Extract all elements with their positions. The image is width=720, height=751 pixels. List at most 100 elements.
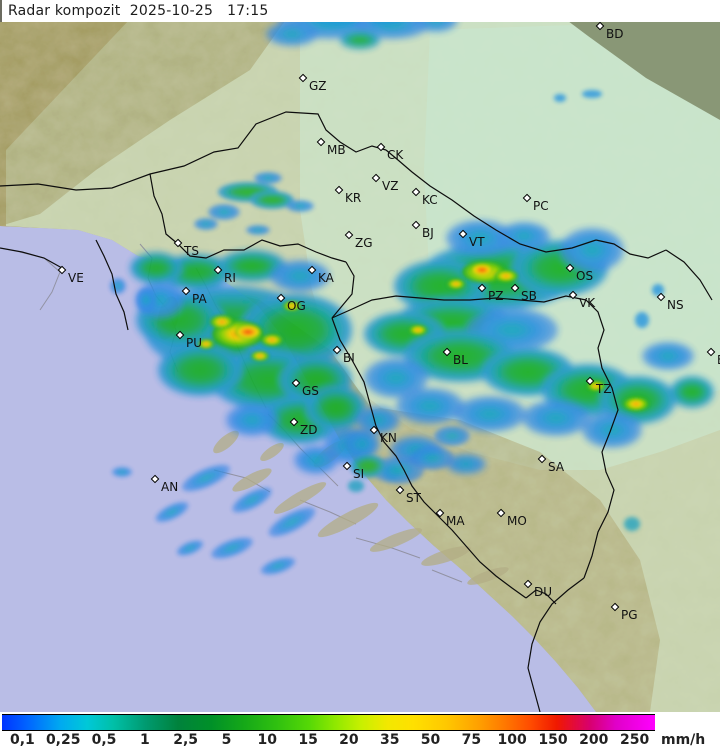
city-marker: KC bbox=[411, 187, 438, 207]
radar-map[interactable]: BD GZ MB CK VZ KR KC PC ZG BJ TS VT RI KA VE OS PA OG PZ SB… bbox=[0, 0, 720, 712]
city-label: OS bbox=[576, 269, 593, 283]
city-marker: BJ bbox=[411, 220, 434, 240]
city-diamond-icon bbox=[291, 378, 301, 388]
city-marker: MA bbox=[435, 508, 465, 528]
legend-tick-15: 250 bbox=[619, 732, 650, 748]
city-label: GZ bbox=[309, 79, 327, 93]
city-label: MB bbox=[327, 143, 346, 157]
city-label: PC bbox=[533, 199, 549, 213]
legend-unit: mm/h bbox=[661, 732, 706, 748]
city-marker: ZG bbox=[344, 230, 373, 250]
city-diamond-icon bbox=[411, 187, 421, 197]
city-diamond-icon bbox=[523, 579, 533, 589]
city-marker: PG bbox=[610, 602, 638, 622]
city-diamond-icon bbox=[213, 265, 223, 275]
city-marker: BG bbox=[706, 347, 720, 367]
city-label: PZ bbox=[488, 289, 503, 303]
city-label: BJ bbox=[422, 226, 434, 240]
city-diamond-icon bbox=[442, 347, 452, 357]
city-label: VE bbox=[68, 271, 84, 285]
city-diamond-icon bbox=[435, 508, 445, 518]
city-label: SI bbox=[353, 467, 364, 481]
legend-tick-14: 200 bbox=[579, 732, 609, 748]
city-diamond-icon bbox=[496, 508, 506, 518]
legend-tick-2: 0,5 bbox=[91, 732, 117, 748]
city-markers: BD GZ MB CK VZ KR KC PC ZG BJ TS VT RI KA VE OS PA OG PZ SB… bbox=[57, 21, 720, 622]
highland-ne bbox=[540, 0, 720, 120]
city-diamond-icon bbox=[537, 454, 547, 464]
city-label: PA bbox=[192, 292, 207, 306]
city-marker: DU bbox=[523, 579, 552, 599]
legend-tick-3: 1 bbox=[139, 732, 150, 748]
city-diamond-icon bbox=[510, 283, 520, 293]
city-marker: RI bbox=[213, 265, 236, 285]
city-diamond-icon bbox=[298, 73, 308, 83]
city-label: BL bbox=[453, 353, 468, 367]
city-label: VK bbox=[579, 296, 596, 310]
city-label: GS bbox=[302, 384, 319, 398]
legend-tick-5: 5 bbox=[221, 732, 232, 748]
city-marker: OG bbox=[276, 293, 306, 313]
city-diamond-icon bbox=[344, 230, 354, 240]
city-label: VT bbox=[469, 235, 485, 249]
city-label: TS bbox=[183, 244, 199, 258]
map-canvas: BD GZ MB CK VZ KR KC PC ZG BJ TS VT RI KA VE OS PA OG PZ SB… bbox=[0, 0, 720, 712]
city-diamond-icon bbox=[376, 142, 386, 152]
country-borders bbox=[0, 111, 713, 712]
city-label: BI bbox=[343, 351, 355, 365]
city-diamond-icon bbox=[610, 602, 620, 612]
city-marker: VT bbox=[458, 229, 485, 249]
legend-tick-11: 75 bbox=[461, 732, 482, 748]
city-diamond-icon bbox=[411, 220, 421, 230]
color-scale-tick-labels: 0,1 0,25 0,5 1 2,5 5 10 15 20 35 50 75 100 150 200 250 m… bbox=[0, 732, 720, 751]
city-label: KA bbox=[318, 271, 335, 285]
city-label: KC bbox=[422, 193, 438, 207]
city-label: BD bbox=[606, 27, 623, 41]
city-marker: MO bbox=[496, 508, 527, 528]
legend-tick-12: 100 bbox=[497, 732, 527, 748]
city-diamond-icon bbox=[307, 265, 317, 275]
city-label: VZ bbox=[382, 179, 398, 193]
legend-tick-4: 2,5 bbox=[173, 732, 199, 748]
city-marker: PU bbox=[175, 330, 202, 350]
city-marker: NS bbox=[656, 292, 684, 312]
city-diamond-icon bbox=[565, 263, 575, 273]
city-label: RI bbox=[224, 271, 236, 285]
city-marker: SA bbox=[537, 454, 565, 474]
city-marker: VZ bbox=[371, 173, 398, 193]
city-diamond-icon bbox=[57, 265, 67, 275]
legend-tick-6: 10 bbox=[257, 732, 278, 748]
city-label: ZG bbox=[355, 236, 373, 250]
legend-tick-9: 35 bbox=[379, 732, 400, 748]
city-label: MO bbox=[507, 514, 527, 528]
color-scale-legend: 0,1 0,25 0,5 1 2,5 5 10 15 20 35 50 75 100 150 200 250 m… bbox=[0, 712, 720, 751]
legend-tick-7: 15 bbox=[298, 732, 318, 748]
city-marker: PZ bbox=[477, 283, 503, 303]
city-label: OG bbox=[287, 299, 306, 313]
title-bar: Radar kompozit 2025-10-25 17:15 bbox=[0, 0, 720, 22]
city-label: PG bbox=[621, 608, 638, 622]
city-diamond-icon bbox=[316, 137, 326, 147]
city-marker: OS bbox=[565, 263, 593, 283]
city-diamond-icon bbox=[568, 290, 578, 300]
city-marker: CK bbox=[376, 142, 404, 162]
city-marker: VE bbox=[57, 265, 84, 285]
city-label: TZ bbox=[595, 382, 612, 396]
city-marker: VK bbox=[568, 290, 596, 310]
city-diamond-icon bbox=[706, 347, 716, 357]
city-label: PU bbox=[186, 336, 202, 350]
city-marker: SI bbox=[342, 461, 364, 481]
city-marker: BL bbox=[442, 347, 468, 367]
city-marker: KN bbox=[369, 425, 397, 445]
city-marker: TZ bbox=[585, 376, 612, 396]
city-label: CK bbox=[387, 148, 404, 162]
legend-tick-1: 0,25 bbox=[45, 732, 81, 748]
title-tick bbox=[0, 0, 2, 22]
city-marker: AN bbox=[150, 474, 178, 494]
city-diamond-icon bbox=[289, 417, 299, 427]
city-diamond-icon bbox=[656, 292, 666, 302]
city-marker: BI bbox=[332, 345, 355, 365]
legend-tick-10: 50 bbox=[420, 732, 441, 748]
legend-tick-0: 0,1 bbox=[10, 732, 35, 748]
